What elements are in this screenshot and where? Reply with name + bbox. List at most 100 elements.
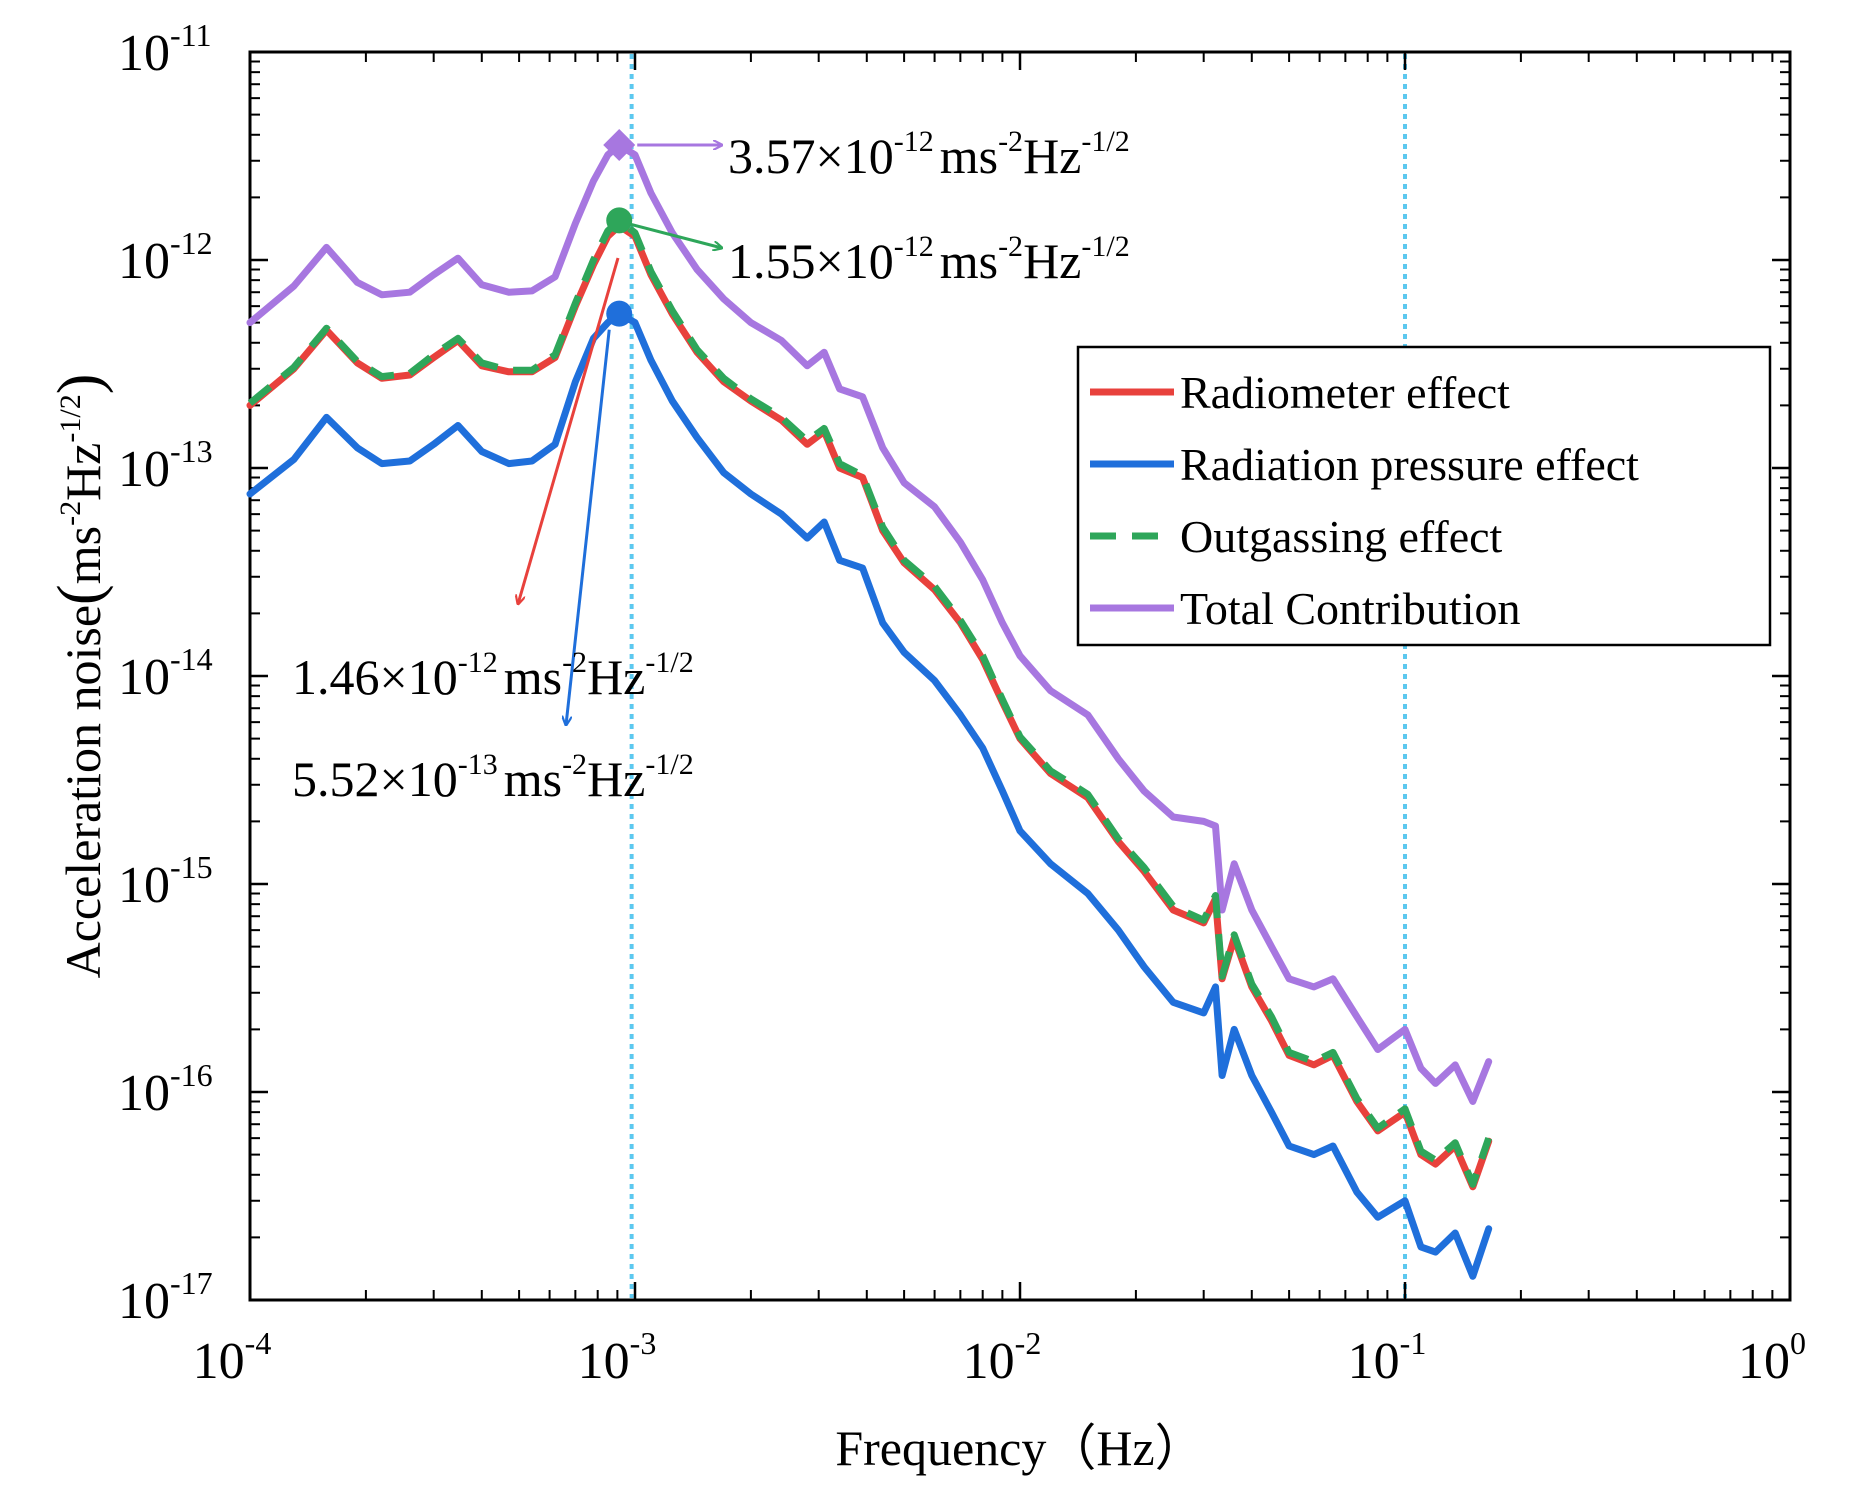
y-axis: 10-1710-1610-1510-1410-1310-1210-11Accel…	[46, 17, 1790, 1330]
x-tick-label: 10-3	[578, 1325, 657, 1390]
y-tick-base: 10	[118, 857, 170, 914]
y-tick-label: 10-17	[118, 1265, 213, 1330]
x-tick-exp: -4	[245, 1325, 272, 1361]
annotation-label: 5.52×10-13 ms-2Hz-1/2	[292, 748, 694, 807]
y-tick-base: 10	[118, 233, 170, 290]
x-tick-base: 10	[578, 1333, 630, 1390]
y-axis-title: Acceleration noise(ms-2Hz-1/2)	[46, 374, 114, 979]
x-tick-exp: -1	[1400, 1325, 1427, 1361]
annotation-exp: -12	[894, 230, 934, 263]
y-axis-title-exp-hz: -1/2	[54, 394, 87, 442]
annotation-arrow-1	[630, 222, 722, 248]
annotation-unit-hz-exp: -1/2	[645, 748, 693, 781]
y-tick-base: 10	[118, 1065, 170, 1122]
annotation-mantissa: 1.55	[728, 233, 816, 289]
y-tick-exp: -14	[170, 641, 213, 677]
peak-markers	[603, 129, 636, 327]
y-tick-exp: -15	[170, 849, 213, 885]
annotation-label: 1.55×10-12 ms-2Hz-1/2	[728, 230, 1130, 289]
y-tick-exp: -16	[170, 1057, 213, 1093]
legend-box	[1076, 345, 1772, 647]
y-tick-base: 10	[118, 649, 170, 706]
y-tick-label: 10-14	[118, 641, 213, 706]
annotations: 3.57×10-12 ms-2Hz-1/21.55×10-12 ms-2Hz-1/2…	[292, 125, 1130, 807]
peak-marker-circle	[606, 207, 633, 234]
y-tick-exp: -11	[170, 17, 211, 53]
series-line-outgassing-effect	[247, 216, 1493, 1188]
y-tick-base: 10	[118, 1273, 170, 1330]
peak-marker-diamond	[603, 129, 636, 162]
y-axis-title-unit-hz: Hz	[55, 443, 111, 501]
annotation-arrow-2	[518, 257, 620, 604]
legend: Radiometer effect Radiation pressure effe…	[1076, 345, 1772, 647]
y-axis-title-text: Acceleration noise	[55, 605, 111, 978]
legend-label: Outgassing effect	[1180, 511, 1503, 562]
series-line-total-contribution	[246, 141, 1493, 1105]
y-axis-title-open-paren: (	[46, 584, 114, 605]
annotation-unit-hz: Hz	[587, 649, 645, 705]
y-tick-label: 10-13	[118, 433, 213, 498]
x-axis-title-text: Frequency	[835, 1420, 1046, 1476]
annotation-exp: -13	[458, 748, 498, 781]
x-tick-label: 100	[1738, 1325, 1806, 1390]
annotation-mantissa: 5.52	[292, 751, 380, 807]
annotation-times: ×	[380, 751, 408, 807]
x-tick-base: 10	[963, 1333, 1015, 1390]
series-line-radiation-pressure-effect	[246, 310, 1493, 1280]
annotation-times: ×	[816, 128, 844, 184]
annotation-unit-hz: Hz	[1023, 233, 1081, 289]
y-tick-exp: -12	[170, 225, 213, 261]
peak-marker-circle	[606, 300, 633, 327]
annotation-unit-hz-exp: -1/2	[645, 646, 693, 679]
annotation-label: 1.46×10-12 ms-2Hz-1/2	[292, 646, 694, 705]
y-tick-exp: -17	[170, 1265, 213, 1301]
annotation-base: 10	[408, 751, 458, 807]
annotation-mantissa: 3.57	[728, 128, 816, 184]
annotation-times: ×	[380, 649, 408, 705]
legend-label: Radiation pressure effect	[1180, 439, 1639, 490]
y-tick-label: 10-15	[118, 849, 213, 914]
annotation-unit-ms-exp: -2	[562, 646, 587, 679]
x-tick-base: 10	[1738, 1333, 1790, 1390]
annotation-unit-hz-exp: -1/2	[1081, 125, 1129, 158]
x-axis-title-unit: （Hz）	[1046, 1420, 1204, 1476]
annotation-base: 10	[844, 128, 894, 184]
annotation-mantissa: 1.46	[292, 649, 380, 705]
annotation-exp: -12	[458, 646, 498, 679]
x-axis-title: Frequency（Hz）	[835, 1420, 1204, 1476]
annotation-unit-ms: ms	[504, 649, 562, 705]
annotation-arrow-3	[566, 329, 611, 725]
y-axis-title-exp-ms: -2	[54, 501, 87, 526]
series-group	[246, 141, 1493, 1280]
annotation-unit-hz: Hz	[587, 751, 645, 807]
annotation-unit-ms: ms	[940, 128, 998, 184]
x-tick-label: 10-1	[1348, 1325, 1427, 1390]
annotation-exp: -12	[894, 125, 934, 158]
annotation-times: ×	[816, 233, 844, 289]
x-tick-base: 10	[1348, 1333, 1400, 1390]
annotation-label: 3.57×10-12 ms-2Hz-1/2	[728, 125, 1130, 184]
x-tick-base: 10	[193, 1333, 245, 1390]
y-axis-title-close-paren: )	[46, 374, 114, 395]
y-tick-base: 10	[118, 441, 170, 498]
annotation-unit-hz: Hz	[1023, 128, 1081, 184]
y-tick-label: 10-11	[118, 17, 211, 82]
y-tick-exp: -13	[170, 433, 213, 469]
legend-label: Radiometer effect	[1180, 367, 1510, 418]
annotation-unit-ms-exp: -2	[998, 125, 1023, 158]
annotation-base: 10	[844, 233, 894, 289]
y-tick-label: 10-16	[118, 1057, 213, 1122]
annotation-unit-ms: ms	[504, 751, 562, 807]
y-tick-label: 10-12	[118, 225, 213, 290]
x-tick-label: 10-2	[963, 1325, 1042, 1390]
x-tick-exp: -2	[1015, 1325, 1042, 1361]
annotation-unit-hz-exp: -1/2	[1081, 230, 1129, 263]
annotation-base: 10	[408, 649, 458, 705]
legend-label: Total Contribution	[1180, 583, 1521, 634]
x-tick-label: 10-4	[193, 1325, 272, 1390]
x-tick-exp: -3	[630, 1325, 657, 1361]
annotation-unit-ms-exp: -2	[998, 230, 1023, 263]
